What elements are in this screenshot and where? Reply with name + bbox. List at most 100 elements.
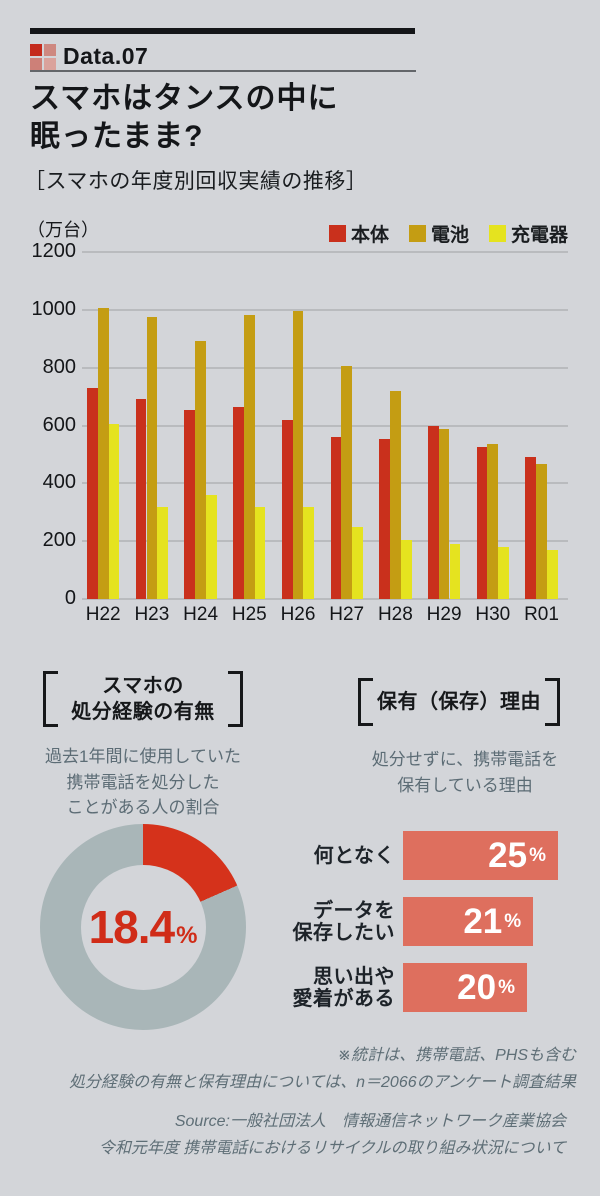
- disposal-title-line2: 処分経験の有無: [71, 701, 215, 723]
- y-tick-label: 800: [42, 355, 76, 378]
- bar-電池-H30: [487, 444, 499, 599]
- disposal-title-line1: スマホの: [102, 674, 184, 697]
- page-title-line2: 眠ったまま?: [30, 119, 204, 153]
- donut-chart: 18.4 %: [40, 824, 246, 1030]
- bar-本体-H24: [184, 409, 196, 599]
- bar-電池-H23: [146, 316, 158, 599]
- source-credit: Source:一般社団法人 情報通信ネットワーク産業協会 令和元年度 携帯電話に…: [0, 1108, 566, 1162]
- bar-電池-H28: [390, 390, 401, 599]
- bar-本体-H28: [379, 438, 390, 599]
- legend-item-本体: 本体: [328, 220, 389, 247]
- x-tick-label: H24: [183, 604, 219, 625]
- bar-充電器-R01: [546, 549, 558, 599]
- bar-本体-H26: [281, 420, 293, 599]
- source-line2: 令和元年度 携帯電話におけるリサイクルの取り組み状況について: [98, 1140, 566, 1157]
- left-bracket: [358, 678, 373, 726]
- bar-本体-H29: [427, 425, 439, 599]
- bar-本体-H22: [87, 387, 98, 599]
- x-tick-label: H29: [426, 604, 462, 625]
- gridline-200: [82, 540, 568, 543]
- legend-swatch-icon: [408, 225, 426, 242]
- reason-bar: 20%: [403, 963, 527, 1012]
- bar-充電器-H28: [400, 539, 412, 599]
- bar-充電器-H25: [254, 507, 266, 599]
- bar-充電器-H29: [449, 544, 461, 599]
- bar-充電器-H27: [352, 527, 363, 599]
- gridline-1200: [82, 251, 568, 253]
- source-line1: Source:一般社団法人 情報通信ネットワーク産業協会: [174, 1113, 566, 1130]
- legend-swatch-icon: [488, 225, 506, 242]
- x-tick-label: H27: [329, 604, 365, 625]
- badge-label: Data.07: [63, 43, 149, 69]
- chart-subtitle: ［スマホの年度別回収実績の推移］: [24, 170, 368, 193]
- reasons-description: 処分せずに、携帯電話を 保有している理由: [371, 750, 559, 795]
- footnotes: ※統計は、携帯電話、PHSも含む 処分経験の有無と保有理由については、n＝206…: [0, 1042, 576, 1096]
- reasons-section-title: 保有（保存）理由: [358, 678, 560, 726]
- y-tick-label: 0: [64, 587, 76, 609]
- reason-bar: 21%: [403, 897, 534, 946]
- legend-swatch-icon: [328, 225, 346, 242]
- bar-本体-H23: [135, 399, 147, 599]
- reason-row-1: 何となく 25%: [225, 831, 570, 880]
- legend-item-電池: 電池: [408, 220, 469, 247]
- y-tick-label: 600: [42, 413, 76, 436]
- bar-本体-H30: [476, 447, 488, 599]
- footnote-line2: 処分経験の有無と保有理由については、n＝2066のアンケート調査結果: [68, 1074, 576, 1091]
- right-bracket: [228, 671, 243, 727]
- x-tick-label: H28: [377, 604, 413, 625]
- donut-center-label: 18.4 %: [40, 900, 246, 954]
- legend-item-充電器: 充電器: [488, 220, 568, 247]
- footnote-line1: ※統計は、携帯電話、PHSも含む: [337, 1047, 576, 1064]
- header-divider: [30, 70, 416, 72]
- bar-本体-H27: [330, 437, 342, 599]
- bar-電池-H22: [97, 307, 109, 599]
- bar-充電器-H26: [303, 507, 315, 599]
- bar-充電器-H30: [498, 546, 509, 599]
- disposal-description: 過去1年間に使用していた 携帯電話を処分した ことがある人の割合: [45, 747, 241, 817]
- x-tick-label: H22: [85, 604, 121, 625]
- gridline-800: [82, 366, 568, 369]
- bar-充電器-H23: [157, 507, 169, 599]
- page-title: スマホはタンスの中に 眠ったまま?: [30, 80, 339, 156]
- x-tick-label: H23: [134, 604, 170, 625]
- reason-label: 思い出や 愛着がある: [292, 965, 395, 1010]
- gridline-400: [82, 482, 568, 485]
- y-tick-label: 400: [42, 471, 76, 494]
- x-tick-label: H26: [280, 604, 316, 625]
- bar-充電器-H22: [108, 423, 120, 599]
- bar-充電器-H24: [206, 495, 217, 599]
- reason-label: 何となく: [313, 844, 395, 867]
- x-tick-label: H25: [231, 604, 267, 625]
- bar-電池-H26: [292, 311, 304, 599]
- reason-row-3: 思い出や 愛着がある 20%: [225, 963, 570, 1012]
- right-bracket: [545, 678, 560, 726]
- data-badge: Data.07: [30, 43, 148, 70]
- bar-電池-H25: [243, 314, 255, 599]
- y-tick-label: 1000: [31, 297, 77, 320]
- reason-bar: 25%: [403, 831, 558, 880]
- grid-squares-icon: [30, 43, 56, 70]
- left-bracket: [43, 671, 58, 727]
- bar-電池-H29: [438, 429, 450, 599]
- reason-row-2: データを 保存したい 21%: [225, 897, 570, 946]
- gridline-600: [82, 424, 568, 427]
- page-title-line1: スマホはタンスの中に: [30, 82, 339, 115]
- bar-本体-H25: [233, 406, 244, 599]
- bar-電池-H27: [341, 365, 353, 599]
- donut-value: 18.4: [88, 901, 176, 953]
- reasons-title: 保有（保存）理由: [377, 690, 541, 713]
- donut-hole: [80, 864, 206, 990]
- bar-電池-R01: [536, 464, 547, 599]
- bar-電池-H24: [195, 341, 206, 599]
- header-top-rule: [30, 28, 415, 34]
- gridline-0: [82, 598, 568, 600]
- bar-本体-R01: [525, 456, 537, 599]
- x-tick-label: R01: [524, 604, 559, 625]
- gridline-1000: [82, 308, 568, 311]
- disposal-section-title: スマホの 処分経験の有無: [43, 671, 243, 727]
- y-tick-label: 200: [42, 529, 76, 552]
- x-tick-label: H30: [475, 604, 511, 625]
- y-tick-label: 1200: [31, 240, 77, 262]
- reason-label: データを 保存したい: [292, 899, 395, 944]
